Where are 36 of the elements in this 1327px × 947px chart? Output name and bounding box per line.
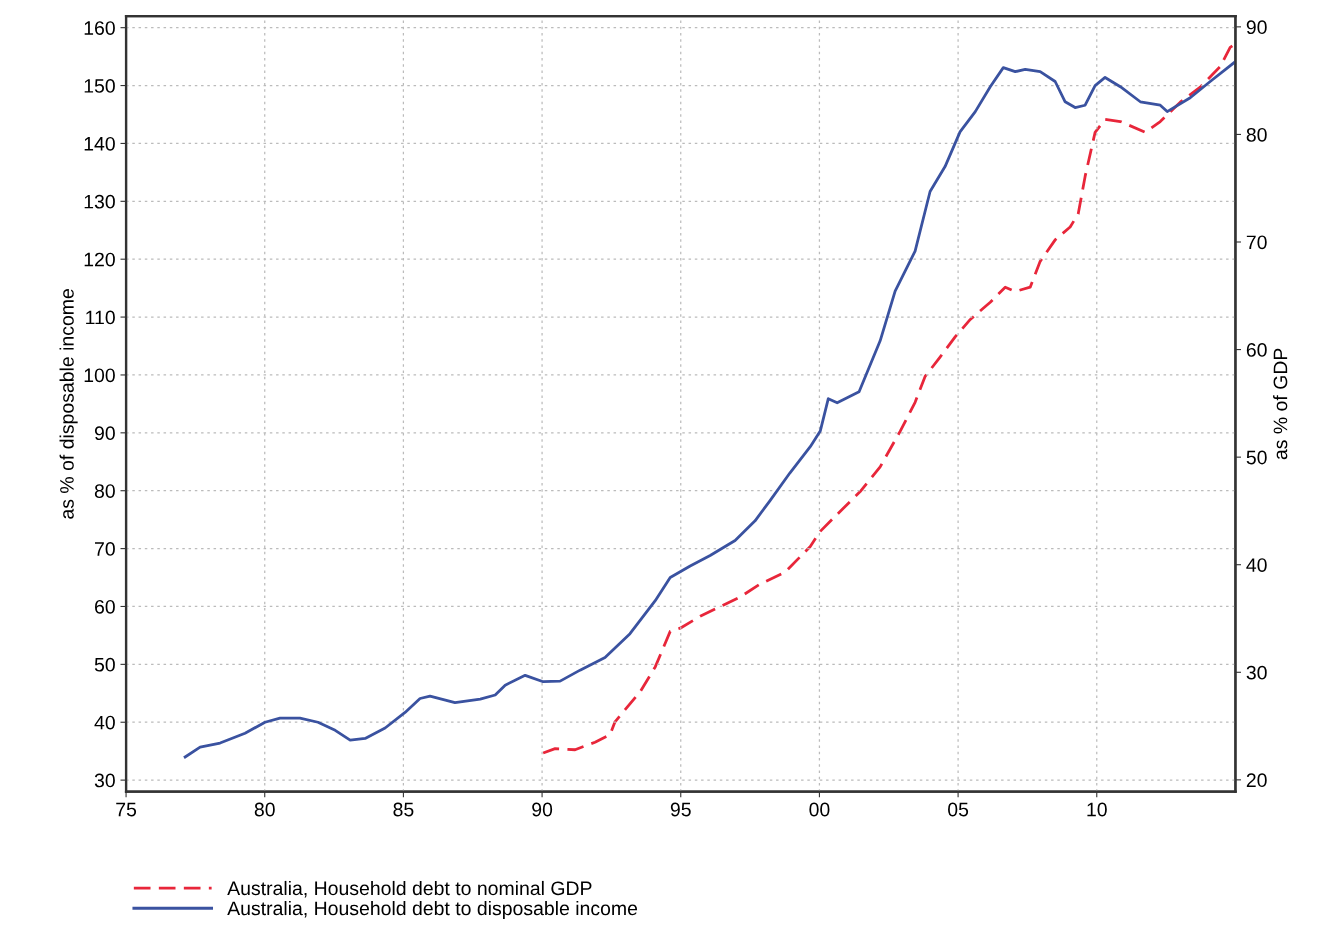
x-tick-label: 85 bbox=[393, 802, 414, 817]
y-tick-label: 160 bbox=[84, 21, 115, 35]
y-tick-label: 80 bbox=[94, 484, 115, 498]
x-tick-label: 90 bbox=[532, 802, 553, 817]
y2-tick-label: 20 bbox=[1246, 773, 1267, 788]
legend-label: Australia, Household debt to disposable income bbox=[227, 900, 638, 920]
x-tick-label: 95 bbox=[670, 802, 691, 817]
y-tick-label: 60 bbox=[95, 599, 115, 614]
y2-tick-label: 50 bbox=[1246, 450, 1267, 465]
y-tick-label: 40 bbox=[94, 715, 115, 730]
x-tick-label: 10 bbox=[1087, 802, 1107, 817]
y-tick-label: 70 bbox=[95, 542, 115, 556]
y-tick-label: 140 bbox=[84, 136, 115, 151]
y-tick-label: 90 bbox=[94, 426, 115, 441]
y2-axis-title: as % of GDP bbox=[1273, 348, 1288, 460]
line-series bbox=[183, 60, 1236, 759]
x-tick-label: 80 bbox=[254, 802, 275, 817]
y-tick-label: 110 bbox=[86, 310, 115, 325]
y2-tick-label: 40 bbox=[1246, 558, 1267, 572]
y-axis-title: as % of disposable income bbox=[59, 289, 78, 519]
y2-tick-label: 70 bbox=[1246, 235, 1267, 250]
y2-tick-label: 30 bbox=[1246, 665, 1267, 680]
x-tick-label: 05 bbox=[948, 802, 969, 817]
y-tick-label: 130 bbox=[84, 194, 115, 209]
y2-tick-label: 80 bbox=[1246, 127, 1267, 142]
y2-tick-label: 60 bbox=[1246, 343, 1267, 357]
x-tick-label: 75 bbox=[116, 802, 137, 817]
y2-tick-label: 90 bbox=[1246, 20, 1267, 35]
x-tick-label: 00 bbox=[809, 802, 830, 817]
line-series bbox=[541, 42, 1236, 755]
y-tick-label: 120 bbox=[84, 252, 115, 267]
y-tick-label: 30 bbox=[94, 773, 115, 788]
y-tick-label: 50 bbox=[94, 657, 115, 672]
legend-label: Australia, Household debt to nominal GDP bbox=[227, 880, 592, 898]
y-tick-label: 150 bbox=[84, 79, 115, 93]
y-tick-label: 100 bbox=[84, 368, 115, 383]
